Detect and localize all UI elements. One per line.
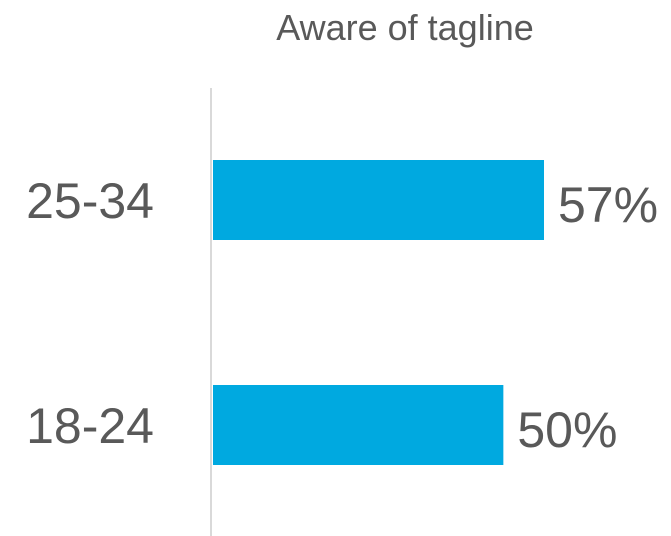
data-label-18-24: 50% — [517, 402, 617, 458]
category-label-25-34: 25-34 — [26, 173, 154, 229]
data-label-25-34: 57% — [558, 177, 658, 233]
chart-title: Aware of tagline — [276, 7, 534, 48]
category-label-18-24: 18-24 — [26, 398, 154, 454]
bars-layer: 25-34 57% 18-24 50% — [26, 160, 658, 465]
bar-18-24 — [213, 385, 504, 465]
bar-25-34 — [213, 160, 544, 240]
